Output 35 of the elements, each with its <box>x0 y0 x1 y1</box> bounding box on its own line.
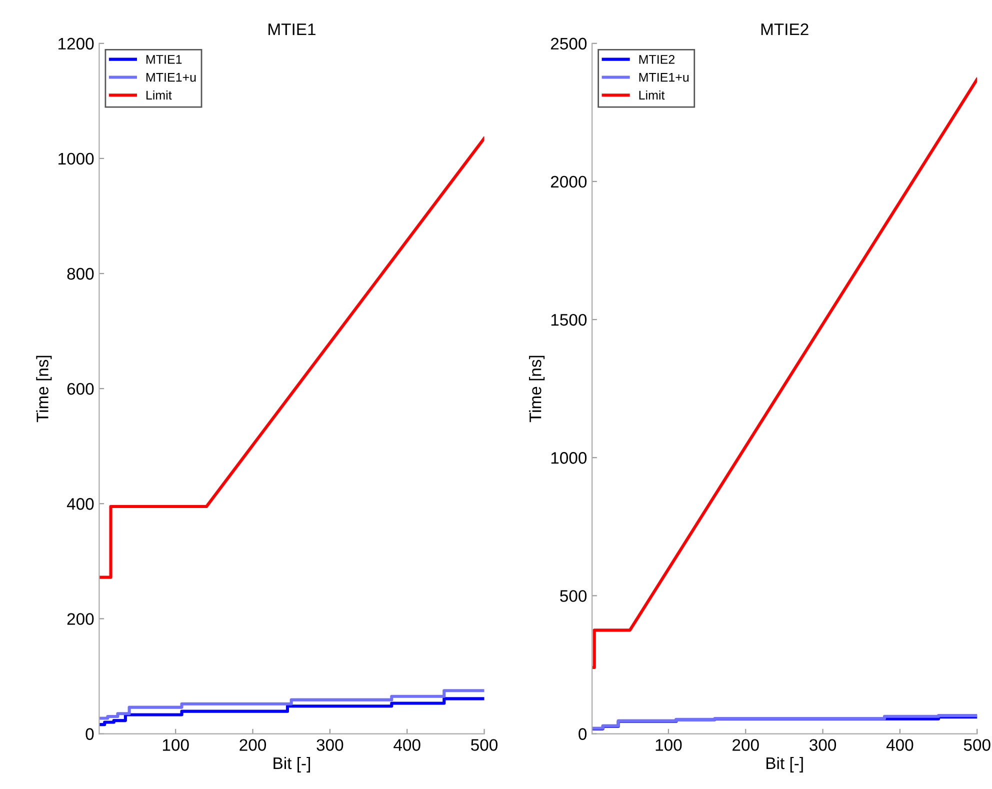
legend-label: Limit <box>146 90 172 100</box>
y-tick-label: 200 <box>67 613 94 625</box>
y-tick-label: 1500 <box>551 314 587 326</box>
x-tick-label: 200 <box>732 739 759 751</box>
y-tick-label: 600 <box>67 382 94 395</box>
legend-label: MTIE1+u <box>639 73 689 82</box>
legend-label: MTIE1 <box>146 55 182 64</box>
y-tick-label: 1000 <box>551 452 587 464</box>
y-tick-label: 800 <box>67 268 94 280</box>
x-tick-label: 400 <box>394 739 420 751</box>
y-axis-title: Time [ns] <box>36 356 52 422</box>
chart-title: MTIE1 <box>268 24 316 36</box>
x-tick-label: 100 <box>656 739 682 751</box>
x-tick-label: 500 <box>471 739 498 751</box>
y-tick-label: 2000 <box>550 176 587 188</box>
x-axis-title: Bit [-] <box>766 756 803 772</box>
y-tick-label: 1200 <box>58 38 94 50</box>
x-tick-label: 100 <box>162 739 189 751</box>
x-axis-title: Bit [-] <box>274 756 310 772</box>
y-axis-title: Time [ns] <box>529 356 545 422</box>
x-tick-label: 400 <box>886 739 914 751</box>
legend-label: MTIE1+u <box>146 73 196 82</box>
y-tick-label: 1000 <box>58 152 94 165</box>
y-tick-label: 0 <box>578 728 587 740</box>
legend-label: MTIE2 <box>639 54 674 64</box>
y-tick-label: 500 <box>560 590 587 602</box>
y-tick-label: 0 <box>86 728 94 740</box>
x-tick-label: 300 <box>810 739 836 751</box>
y-tick-label: 2500 <box>550 38 587 50</box>
x-tick-label: 300 <box>316 739 344 751</box>
legend-label: Limit <box>639 90 665 100</box>
x-tick-label: 200 <box>240 739 266 751</box>
x-tick-label: 500 <box>964 739 990 751</box>
y-tick-label: 400 <box>66 498 94 510</box>
chart-title: MTIE2 <box>761 23 808 36</box>
